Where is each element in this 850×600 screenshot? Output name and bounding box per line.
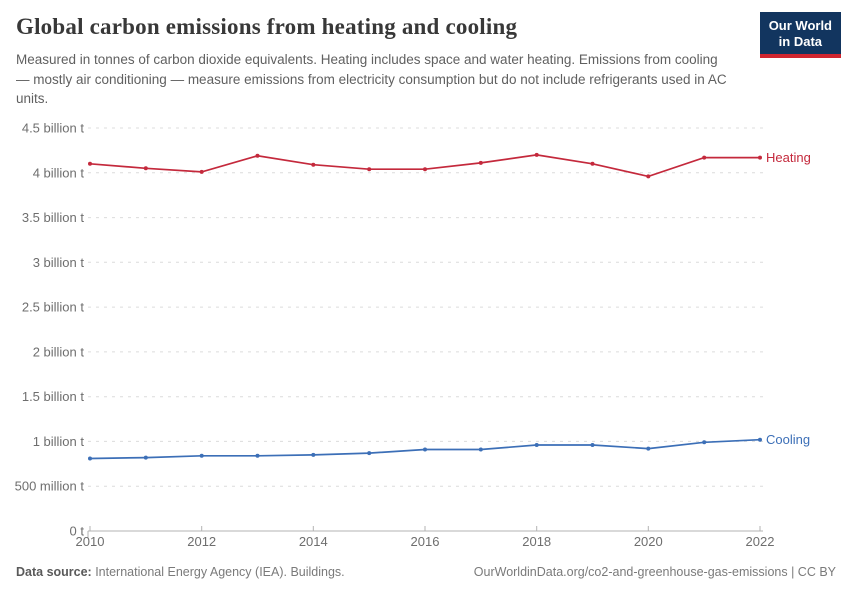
data-point-heating-2011[interactable]: [143, 166, 148, 171]
data-point-heating-2016[interactable]: [423, 167, 427, 172]
attribution: OurWorldinData.org/co2-and-greenhouse-ga…: [474, 565, 836, 579]
data-point-cooling-2014[interactable]: [311, 452, 316, 457]
y-tick-label: 0 t: [70, 524, 85, 539]
x-tick-label: 2022: [746, 534, 775, 549]
data-point-heating-2012[interactable]: [199, 169, 204, 174]
data-point-cooling-2013[interactable]: [255, 453, 260, 458]
y-tick-label: 500 million t: [15, 479, 85, 494]
y-tick-label: 3.5 billion t: [22, 210, 85, 225]
y-tick-label: 3 billion t: [33, 255, 85, 270]
data-point-heating-2014[interactable]: [311, 162, 316, 167]
series-label-heating[interactable]: Heating: [766, 150, 811, 165]
data-point-cooling-2018[interactable]: [534, 443, 539, 447]
data-point-cooling-2016[interactable]: [423, 447, 427, 452]
chart-header: Global carbon emissions from heating and…: [16, 10, 756, 109]
data-source-label: Data source:: [16, 565, 92, 579]
data-point-cooling-2019[interactable]: [590, 443, 595, 447]
data-point-heating-2019[interactable]: [590, 161, 595, 166]
data-point-heating-2010[interactable]: [88, 161, 92, 166]
series-label-cooling[interactable]: Cooling: [766, 432, 810, 447]
chart-subtitle: Measured in tonnes of carbon dioxide equ…: [16, 52, 727, 107]
data-point-heating-2013[interactable]: [255, 153, 260, 158]
chart-area: 0 t 500 million t 1 billion t 1.5 billion t…: [0, 113, 850, 558]
license-badge: | CC BY: [787, 565, 836, 579]
owid-logo-line2: in Data: [778, 33, 823, 49]
x-tick-label: 2020: [634, 534, 663, 549]
x-tick-label: 2014: [299, 534, 328, 549]
y-tick-label: 1 billion t: [33, 434, 85, 449]
data-point-cooling-2020[interactable]: [646, 446, 651, 451]
data-point-heating-2021[interactable]: [702, 155, 707, 160]
y-tick-label: 2.5 billion t: [22, 300, 85, 315]
owid-url-link[interactable]: OurWorldinData.org/co2-and-greenhouse-ga…: [473, 565, 788, 579]
data-point-heating-2018[interactable]: [534, 152, 539, 157]
x-tick-label: 2016: [411, 534, 440, 549]
chart-footer: Data source: International Energy Agency…: [16, 565, 836, 579]
data-point-cooling-2011[interactable]: [143, 455, 148, 460]
owid-logo-line1: Our World: [768, 18, 832, 33]
data-point-cooling-2017[interactable]: [478, 447, 483, 452]
data-point-heating-2022[interactable]: [758, 155, 762, 160]
data-point-heating-2017[interactable]: [478, 160, 483, 165]
data-point-heating-2015[interactable]: [367, 167, 372, 172]
y-tick-label: 4.5 billion t: [22, 121, 85, 136]
y-tick-label: 4 billion t: [33, 165, 85, 180]
data-point-cooling-2015[interactable]: [367, 451, 372, 456]
x-tick-label: 2018: [522, 534, 551, 549]
data-point-cooling-2012[interactable]: [199, 453, 204, 458]
y-tick-label: 1.5 billion t: [22, 389, 85, 404]
data-source-text: International Energy Agency (IEA). Build…: [91, 565, 345, 579]
owid-logo[interactable]: Our World in Data: [759, 12, 841, 59]
x-tick-label: 2010: [76, 534, 105, 549]
data-source: Data source: International Energy Agency…: [16, 565, 345, 579]
data-point-heating-2020[interactable]: [646, 174, 651, 179]
data-point-cooling-2021[interactable]: [702, 440, 707, 445]
data-point-cooling-2022[interactable]: [758, 437, 762, 442]
page-title: Global carbon emissions from heating and…: [16, 14, 518, 39]
x-tick-label: 2012: [187, 534, 216, 549]
y-tick-label: 2 billion t: [33, 344, 85, 359]
line-chart-svg: 0 t 500 million t 1 billion t 1.5 billion t…: [15, 121, 811, 550]
data-point-cooling-2010[interactable]: [88, 456, 92, 461]
